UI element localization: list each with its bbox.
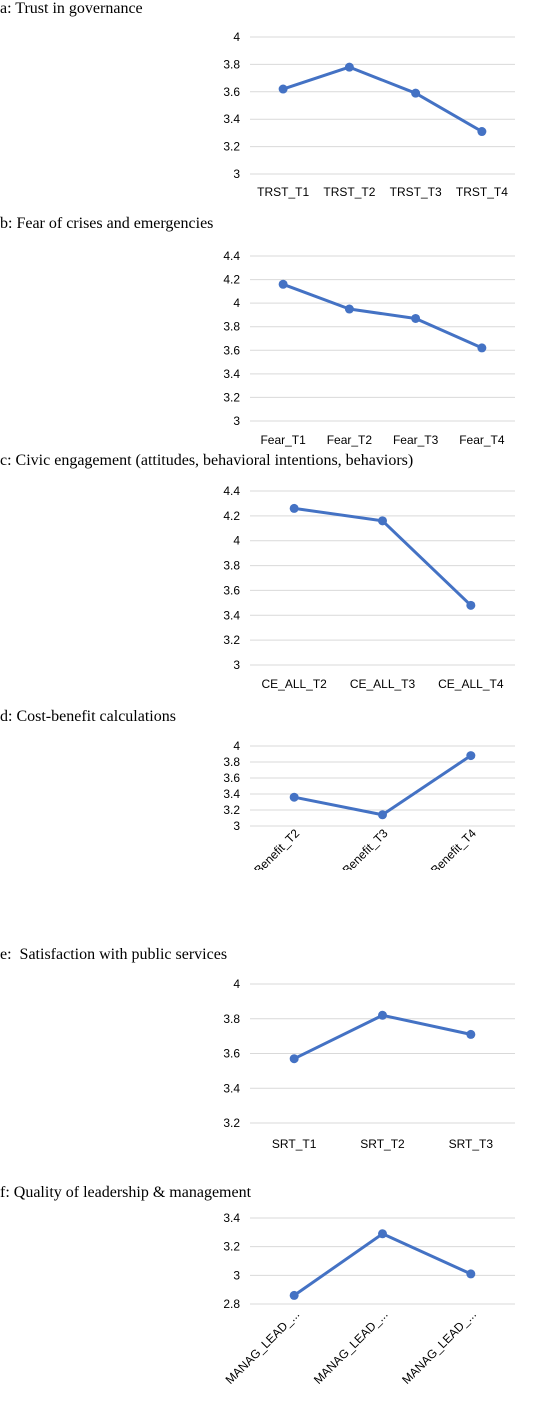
y-tick-label: 3.8 (223, 57, 240, 71)
y-tick-label: 3.6 (223, 343, 240, 357)
x-tick-label: TRST_T4 (456, 185, 508, 199)
x-tick-label: MANAG_LEAD_... (223, 1307, 303, 1387)
data-point (466, 1269, 476, 1279)
y-tick-label: 3 (233, 167, 240, 181)
y-tick-label: 3.2 (223, 390, 240, 404)
y-tick-label: 3.2 (223, 1240, 240, 1254)
y-tick-label: 3.6 (223, 85, 240, 99)
x-tick-label: CostBenefit_T3 (322, 826, 391, 870)
chart-b-fear-of-crises: 3 3.2 3.4 3.6 3.8 4 4.2 4.4 Fear_T1 Fear_T2 Fear_T… (223, 249, 515, 447)
y-tick-label: 4 (233, 30, 240, 44)
data-point (278, 279, 288, 289)
data-point (378, 1010, 387, 1020)
y-tick-label: 3 (233, 819, 240, 833)
data-point (378, 810, 387, 820)
x-tick-label: CostBenefit_T2 (234, 826, 303, 870)
data-point (289, 1054, 299, 1064)
data-point (411, 313, 421, 323)
panel-b-title: b: Fear of crises and emergencies (0, 215, 214, 232)
y-tick-label: 3.4 (223, 608, 240, 622)
series-line (293, 754, 472, 817)
data-point (289, 503, 299, 513)
y-tick-label: 4 (233, 296, 240, 310)
x-tick-label: CostBenefit_T4 (411, 826, 480, 870)
panel-c-title: c: Civic engagement (attitudes, behavior… (0, 452, 414, 469)
y-tick-label: 3.4 (223, 112, 240, 126)
x-tick-label: MANAG_LEAD_... (311, 1307, 391, 1387)
y-tick-label: 2.8 (223, 1297, 240, 1311)
y-tick-label: 4.2 (223, 273, 240, 287)
y-tick-label: 4 (233, 739, 240, 753)
data-point (378, 1229, 387, 1239)
y-tick-label: 3.8 (223, 559, 240, 573)
x-tick-label: TRST_T2 (323, 185, 375, 199)
y-tick-label: 3.2 (223, 633, 240, 647)
y-tick-label: 3.4 (223, 787, 240, 801)
x-tick-label: Fear_T4 (459, 433, 505, 447)
x-tick-label: TRST_T3 (390, 185, 442, 199)
y-tick-label: 3.4 (223, 1211, 240, 1225)
x-tick-label: SRT_T1 (272, 1137, 317, 1151)
data-point (466, 1029, 476, 1039)
data-point (289, 1290, 299, 1300)
series-line (282, 282, 483, 350)
data-point (278, 84, 288, 94)
y-tick-label: 4 (233, 534, 240, 548)
data-point (466, 751, 476, 761)
data-point (344, 62, 354, 72)
series-line (282, 65, 483, 133)
data-point (466, 600, 476, 610)
y-tick-label: 4.2 (223, 509, 240, 523)
data-point (289, 792, 299, 802)
y-tick-label: 3.8 (223, 755, 240, 769)
y-tick-label: 3.2 (223, 803, 240, 817)
series-line (293, 1232, 472, 1297)
data-point (411, 88, 421, 98)
data-point (344, 304, 354, 314)
x-tick-label: TRST_T1 (257, 185, 309, 199)
x-tick-label: MANAG_LEAD_... (399, 1307, 479, 1387)
x-tick-label: SRT_T3 (449, 1137, 494, 1151)
y-tick-label: 4 (233, 977, 240, 991)
panel-d-title: d: Cost-benefit calculations (0, 708, 176, 725)
x-tick-label: Fear_T2 (327, 433, 373, 447)
y-tick-label: 3.6 (223, 771, 240, 785)
y-tick-label: 3.4 (223, 367, 240, 381)
y-tick-label: 3 (233, 414, 240, 428)
y-tick-label: 3 (233, 658, 240, 672)
x-tick-label: Fear_T3 (393, 433, 439, 447)
y-tick-label: 3.8 (223, 1012, 240, 1026)
y-tick-label: 3.6 (223, 583, 240, 597)
x-tick-label: CE_ALL_T3 (350, 677, 416, 691)
y-tick-label: 3 (233, 1268, 240, 1282)
x-tick-label: CE_ALL_T4 (438, 677, 504, 691)
x-tick-label: CE_ALL_T2 (261, 677, 327, 691)
series-line (293, 1013, 472, 1061)
chart-e-satisfaction: 3.2 3.4 3.6 3.8 4 SRT_T1 SRT_T2 SRT_T3 (223, 977, 515, 1151)
y-tick-label: 3.6 (223, 1047, 240, 1061)
chart-d-cost-benefit: 3 3.2 3.4 3.6 3.8 4 CostBenefit_T2 CostBenefit_… (223, 739, 515, 870)
x-tick-label: SRT_T2 (360, 1137, 405, 1151)
chart-c-civic-engagement: 3 3.2 3.4 3.6 3.8 4 4.2 4.4 CE_ALL_T2 CE_ALL_T3 CE… (223, 484, 515, 691)
y-tick-label: 3.2 (223, 140, 240, 154)
x-tick-label: Fear_T1 (260, 433, 306, 447)
data-point (477, 343, 487, 353)
panel-f-title: f: Quality of leadership & management (0, 1184, 252, 1201)
y-tick-label: 3.4 (223, 1081, 240, 1095)
chart-a-trust-in-governance: 3 3.2 3.4 3.6 3.8 4 TRST_T1 TRST_T2 TRST_T3 TRST_… (223, 30, 515, 199)
panel-a-title: a: Trust in governance (0, 0, 143, 17)
panel-e-title: e: Satisfaction with public services (0, 946, 228, 963)
y-tick-label: 3.2 (223, 1116, 240, 1130)
y-tick-label: 4.4 (223, 249, 240, 263)
data-point (477, 127, 487, 137)
y-tick-label: 3.8 (223, 320, 240, 334)
y-tick-label: 4.4 (223, 484, 240, 498)
data-point (378, 516, 387, 526)
